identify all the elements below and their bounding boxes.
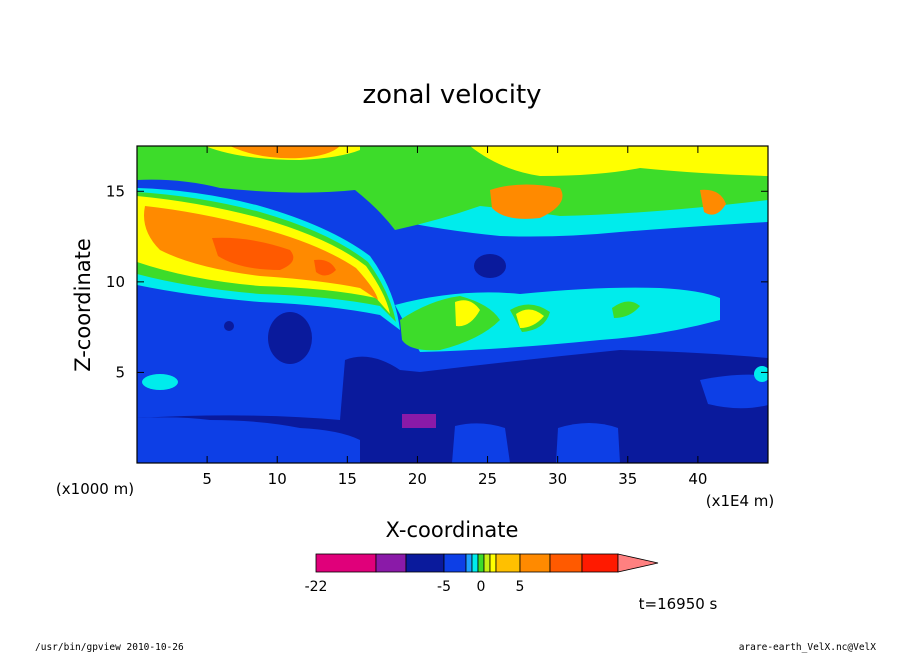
colorbar-tick-label: 5 [516,579,525,595]
colorbar-tick-label: -22 [305,579,328,595]
x-unit-label: (x1E4 m) [706,492,775,510]
y-tick-label: 5 [115,363,125,381]
y-tick-label: 15 [106,182,125,200]
colorbar-segment [477,553,485,573]
colorbar-segment [375,553,407,573]
colorbar [315,553,659,573]
colorbar-segment [483,553,491,573]
colorbar-segment [581,553,619,573]
y-unit-label: (x1000 m) [56,480,134,498]
x-axis-label: X-coordinate [386,518,519,542]
x-axis: 5 10 15 20 25 30 35 40 [202,146,707,488]
colorbar-segment [489,553,497,573]
chart-title: zonal velocity [362,80,541,110]
footer-source: arare-earth_VelX.nc@VelX [739,642,877,653]
colorbar-segment [443,553,467,573]
colorbar-segment [465,553,473,573]
colorbar-segment [519,553,551,573]
colorbar-extension-triangle [617,553,659,573]
plot-frame [136,145,769,464]
x-tick-label: 15 [338,470,357,488]
x-tick-label: 40 [688,470,707,488]
y-tick-label: 10 [106,273,125,291]
x-tick-label: 25 [478,470,497,488]
x-tick-label: 35 [618,470,637,488]
y-axis: 5 10 15 [106,182,768,381]
y-axis-label: Z-coordinate [71,238,95,372]
colorbar-tick-label: -5 [437,579,451,595]
x-tick-label: 10 [268,470,287,488]
x-tick-label: 20 [408,470,427,488]
colorbar-segment [315,553,377,573]
colorbar-segment [405,553,445,573]
colorbar-tick-label: 0 [477,579,486,595]
x-tick-label: 5 [202,470,212,488]
x-tick-label: 30 [548,470,567,488]
time-annotation: t=16950 s [639,595,718,613]
footer-program: /usr/bin/gpview 2010-10-26 [35,642,184,653]
contour-field [137,146,768,463]
colorbar-segment [471,553,479,573]
colorbar-segment [495,553,521,573]
colorbar-segment [549,553,583,573]
colorbar-tick-labels: -22 -5 0 5 [305,579,525,595]
